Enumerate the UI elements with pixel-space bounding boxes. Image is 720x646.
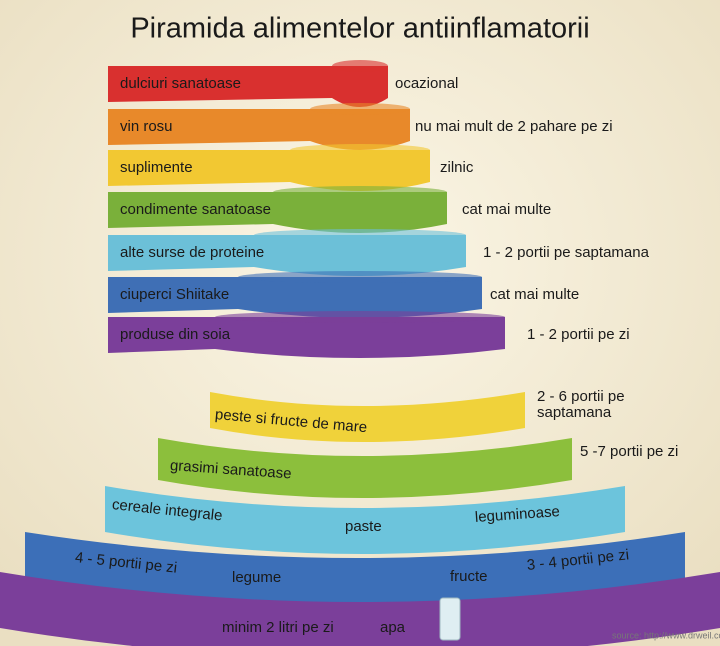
tier-text: legume — [232, 569, 281, 586]
tier-text: minim 2 litri pe zi — [222, 619, 334, 636]
tier-band — [108, 317, 505, 358]
tier-label: vin rosu — [120, 118, 173, 135]
title: Piramida alimentelor antiinflamatorii — [130, 13, 589, 45]
tier-frequency: 1 - 2 portii pe saptamana — [483, 244, 650, 261]
tier-label: dulciuri sanatoase — [120, 75, 241, 92]
tier-top — [310, 103, 410, 115]
tier-band — [108, 109, 410, 150]
tier-text: 2 - 6 portii pe — [537, 388, 625, 405]
tier-text: apa — [380, 619, 406, 636]
tier-band — [158, 438, 572, 498]
tier-label: ciuperci Shiitake — [120, 286, 229, 303]
tier-frequency: cat mai multe — [490, 286, 579, 303]
tier-band — [108, 235, 466, 276]
tier-top — [290, 144, 430, 156]
tier-top — [332, 60, 388, 72]
tier-text: leguminoase — [474, 503, 560, 526]
source: source: http://www.drweil.com — [612, 630, 720, 640]
tier-label: condimente sanatoase — [120, 201, 271, 218]
tier-text: 5 -7 portii pe zi — [580, 443, 678, 460]
tier-top — [254, 229, 466, 241]
water-glass — [439, 597, 461, 641]
tier-text: saptamana — [537, 404, 612, 421]
tier-frequency: ocazional — [395, 75, 458, 92]
tier-band — [25, 532, 685, 608]
tier-band — [210, 392, 525, 442]
tier-top — [273, 186, 447, 198]
tier-text: paste — [345, 518, 382, 535]
tier-frequency: zilnic — [440, 159, 474, 176]
tier-text: fructe — [450, 568, 488, 585]
tier-top — [215, 311, 505, 323]
tier-band — [108, 277, 482, 318]
tier-band — [108, 192, 447, 233]
tier-top — [238, 271, 482, 283]
tier-label: produse din soia — [120, 326, 231, 343]
tier-band — [105, 486, 625, 554]
tier-band — [0, 572, 720, 646]
tier-band — [108, 66, 388, 107]
pyramid: dulciuri sanatoase ocazional vin rosu nu ma… — [0, 60, 720, 646]
tier-label: alte surse de proteine — [120, 244, 264, 261]
tier-label: suplimente — [120, 159, 193, 176]
tier-frequency: 1 - 2 portii pe zi — [527, 326, 630, 343]
tier-frequency: cat mai multe — [462, 201, 551, 218]
tier-frequency: nu mai mult de 2 pahare pe zi — [415, 118, 613, 135]
tier-band — [108, 150, 430, 191]
